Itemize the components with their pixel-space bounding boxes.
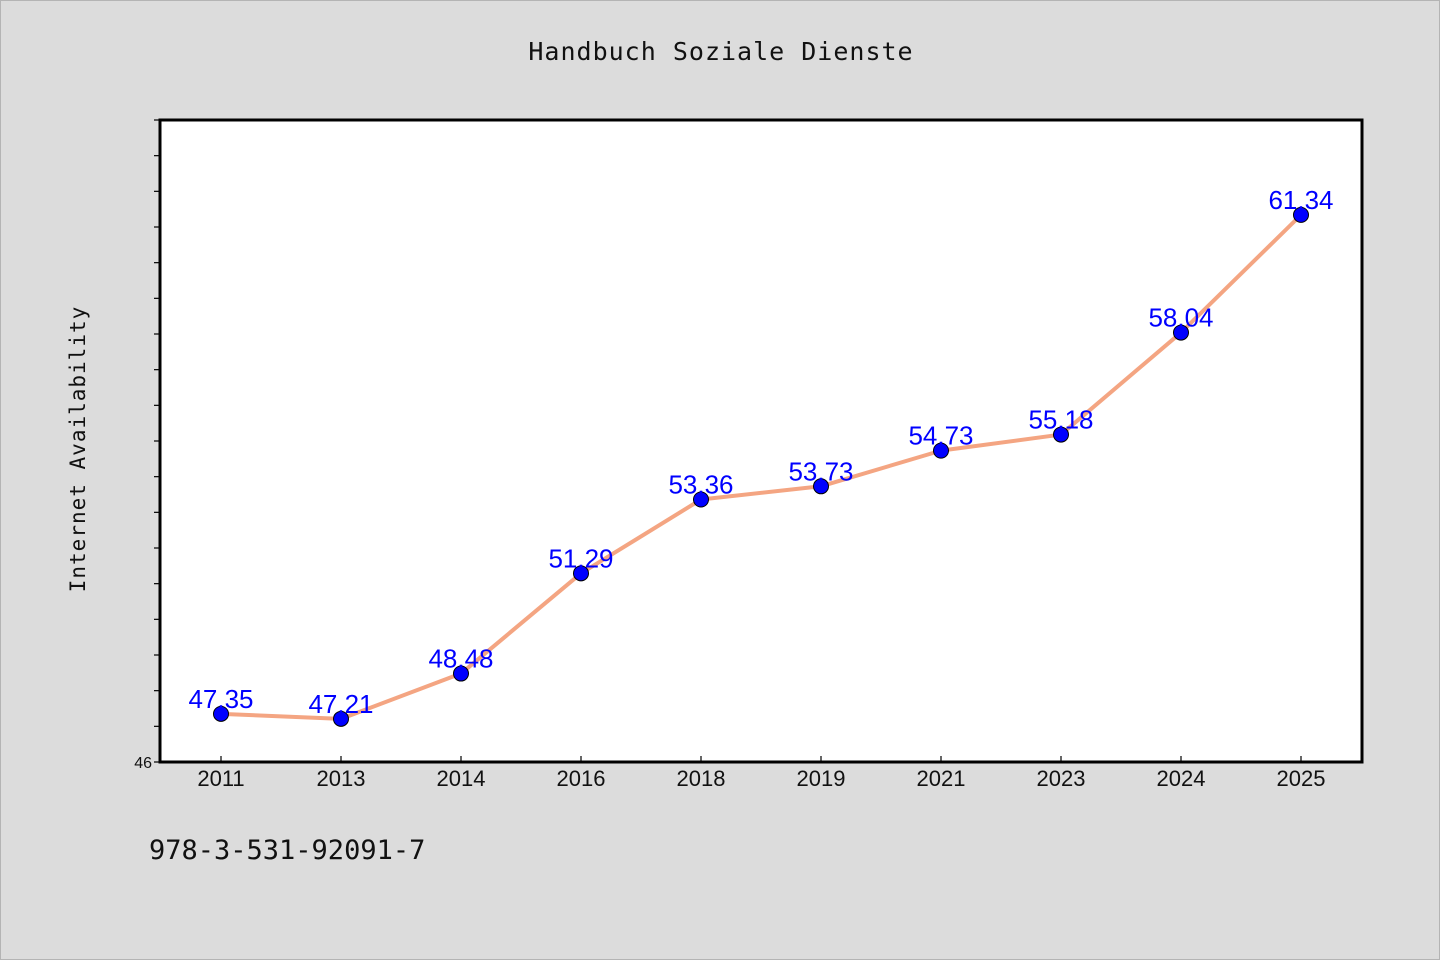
y-axis-ticks: 46 <box>134 119 160 772</box>
data-point <box>813 478 829 495</box>
y-axis-label: Internet Availability <box>66 306 90 593</box>
x-tick-label: 2013 <box>317 766 366 791</box>
marker-group <box>213 206 1309 727</box>
data-point <box>1293 206 1309 223</box>
data-point <box>1053 426 1069 443</box>
data-label: 47.35 <box>188 684 253 714</box>
data-point <box>933 442 949 459</box>
x-tick-label: 2016 <box>557 766 606 791</box>
series-group <box>220 213 1303 721</box>
x-tick-label: 2021 <box>917 766 966 791</box>
x-tick-label: 2024 <box>1157 766 1206 791</box>
y-tick-label: 46 <box>134 755 152 772</box>
x-tick-label: 2025 <box>1277 766 1326 791</box>
series-line <box>220 213 1303 721</box>
data-label: 53.73 <box>788 456 853 486</box>
x-tick-label: 2023 <box>1037 766 1086 791</box>
data-label: 53.36 <box>668 469 733 499</box>
data-point <box>693 491 709 508</box>
x-tick-label: 2018 <box>677 766 726 791</box>
data-point <box>573 565 589 582</box>
chart-title: Handbuch Soziale Dienste <box>528 37 914 66</box>
isbn-text: 978-3-531-92091-7 <box>149 835 426 866</box>
data-point <box>453 665 469 682</box>
data-label: 48.48 <box>428 644 493 674</box>
data-label: 54.73 <box>908 421 973 451</box>
data-label: 55.18 <box>1028 405 1093 435</box>
data-label: 47.21 <box>308 689 373 719</box>
plot-area <box>158 118 1364 764</box>
data-point <box>1173 324 1189 341</box>
data-point <box>333 710 349 727</box>
data-label: 61.34 <box>1268 185 1333 215</box>
x-tick-label: 2011 <box>197 766 244 791</box>
data-label: 51.29 <box>548 543 613 573</box>
x-tick-label: 2019 <box>797 766 846 791</box>
x-axis-ticks: 2011 2013 2014 2016 2018 2019 2021 2023 2024 2025 <box>197 756 1325 791</box>
data-point <box>213 705 229 722</box>
data-label: 58.04 <box>1148 303 1213 333</box>
data-label-group: 47.35 47.21 48.48 51.29 53.36 53.73 54.73 55.18… <box>188 185 1333 719</box>
x-tick-label: 2014 <box>437 766 486 791</box>
